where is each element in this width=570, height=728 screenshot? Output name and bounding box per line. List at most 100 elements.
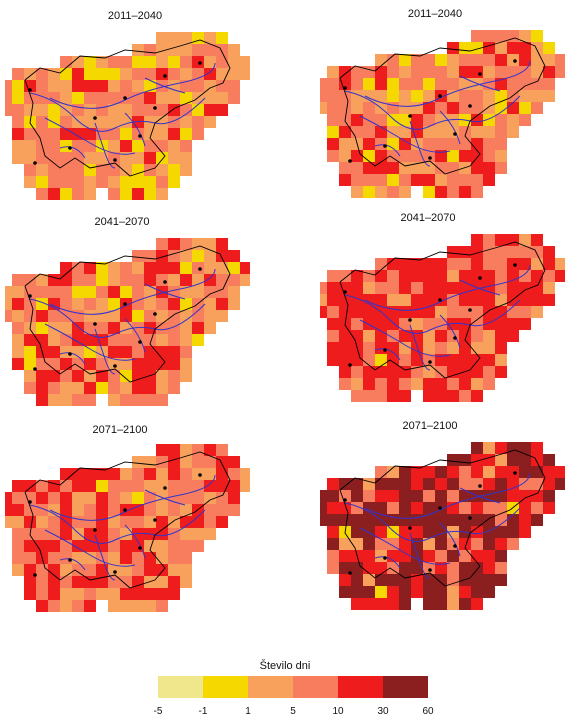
grid-cell — [24, 576, 36, 588]
grid-cell — [12, 346, 24, 358]
grid-cell — [447, 42, 459, 54]
grid-cell — [507, 42, 519, 54]
grid-cell — [495, 78, 507, 90]
grid-cell — [132, 140, 144, 152]
grid-cell — [483, 66, 495, 78]
grid-cell — [327, 78, 339, 90]
grid-cell — [156, 346, 168, 358]
grid-cell — [204, 444, 216, 456]
grid-cell — [387, 354, 399, 366]
station-dot — [93, 116, 97, 120]
grid-cell — [180, 250, 192, 262]
grid-cell — [72, 382, 84, 394]
grid-cell — [435, 174, 447, 186]
grid-cell — [435, 258, 447, 270]
grid-cell — [96, 588, 108, 600]
grid-cell — [108, 286, 120, 298]
grid-cell — [228, 262, 240, 274]
grid-cell — [168, 68, 180, 80]
grid-cell — [435, 342, 447, 354]
grid-cell — [180, 238, 192, 250]
grid-cell — [351, 174, 363, 186]
grid-cell — [120, 540, 132, 552]
grid-cell — [471, 390, 483, 402]
station-dot — [438, 506, 442, 510]
grid-cell — [24, 370, 36, 382]
grid-cell — [375, 538, 387, 550]
grid-cell — [411, 538, 423, 550]
grid-cell — [423, 342, 435, 354]
grid-cell — [228, 68, 240, 80]
grid-cell — [192, 334, 204, 346]
grid-cell — [12, 564, 24, 576]
grid-cell — [423, 378, 435, 390]
grid-cell — [327, 318, 339, 330]
grid-cell — [156, 310, 168, 322]
grid-cell — [327, 514, 339, 526]
grid-cell — [483, 150, 495, 162]
grid-cell — [423, 330, 435, 342]
grid-cell — [327, 102, 339, 114]
grid-cell — [519, 234, 531, 246]
grid-cell — [339, 174, 351, 186]
grid-cell — [363, 66, 375, 78]
river-line — [374, 348, 401, 361]
grid-cell — [168, 140, 180, 152]
grid-cell — [96, 564, 108, 576]
grid-cell — [483, 466, 495, 478]
grid-cell — [60, 370, 72, 382]
grid-cell — [495, 514, 507, 526]
grid-cell — [399, 538, 411, 550]
river-line — [364, 60, 531, 107]
grid-cell — [72, 322, 84, 334]
grid-cell — [339, 574, 351, 586]
grid-cell — [495, 114, 507, 126]
grid-cell — [471, 234, 483, 246]
grid-cell — [156, 140, 168, 152]
grid-cell — [339, 294, 351, 306]
grid-cell — [339, 490, 351, 502]
grid-cell — [12, 310, 24, 322]
grid-cell — [156, 480, 168, 492]
grid-cell — [156, 564, 168, 576]
river-line — [49, 62, 216, 109]
station-dot — [123, 508, 127, 512]
grid-cell — [216, 104, 228, 116]
grid-cell — [48, 492, 60, 504]
grid-cell — [543, 454, 555, 466]
grid-cell — [483, 90, 495, 102]
grid-cell — [108, 528, 120, 540]
grid-cell — [459, 550, 471, 562]
grid-cell — [399, 174, 411, 186]
grid-cell — [543, 246, 555, 258]
grid-cell — [228, 468, 240, 480]
grid-cell — [204, 32, 216, 44]
grid-cell — [411, 102, 423, 114]
grid-cell — [435, 282, 447, 294]
grid-cell — [459, 54, 471, 66]
station-dot — [28, 294, 32, 298]
grid-cell — [180, 456, 192, 468]
grid-cell — [387, 586, 399, 598]
grid-cell — [60, 564, 72, 576]
grid-cell — [531, 294, 543, 306]
grid-cell — [411, 270, 423, 282]
grid-cell — [156, 394, 168, 406]
grid-cell — [483, 586, 495, 598]
grid-cell — [96, 310, 108, 322]
grid-cell — [447, 354, 459, 366]
grid-cell — [447, 186, 459, 198]
grid-cell — [327, 306, 339, 318]
grid-cell — [132, 44, 144, 56]
grid-cell — [495, 66, 507, 78]
grid-cell — [72, 540, 84, 552]
grid-cell — [327, 150, 339, 162]
grid-cell — [192, 80, 204, 92]
grid-cell — [108, 504, 120, 516]
station-dot — [348, 363, 352, 367]
grid-cell — [36, 370, 48, 382]
grid-cell — [435, 162, 447, 174]
grid-cell — [375, 78, 387, 90]
grid-cell — [60, 358, 72, 370]
catchment-border — [24, 39, 231, 177]
